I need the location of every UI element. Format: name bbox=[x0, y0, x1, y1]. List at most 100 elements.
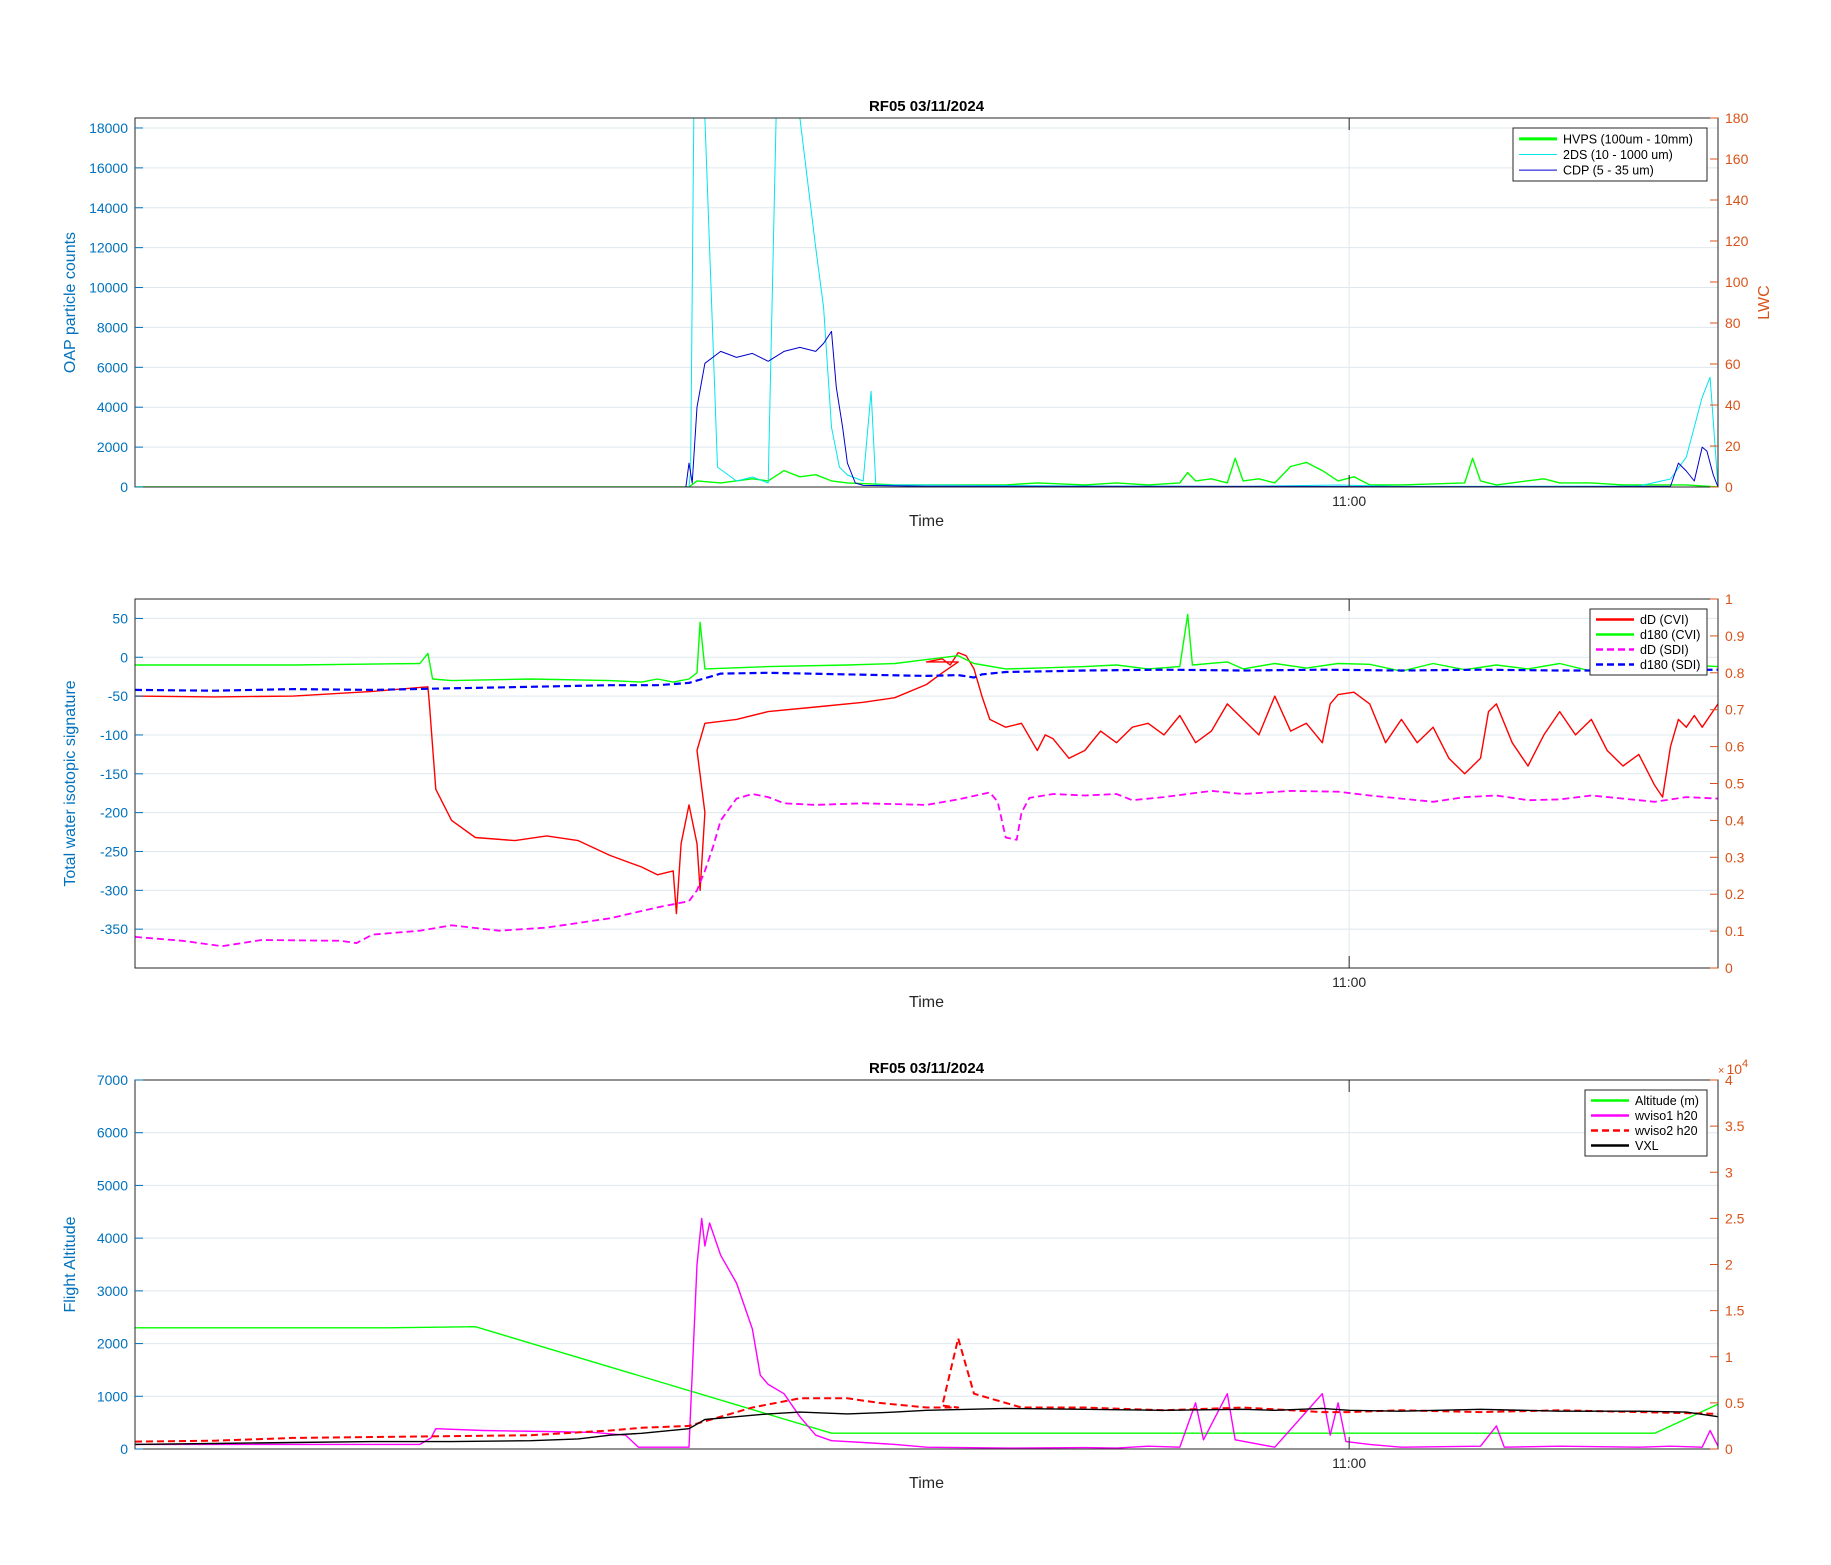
x-axis-label: Time bbox=[909, 1475, 944, 1492]
y-tick-label-right: 0.5 bbox=[1725, 776, 1745, 792]
y-tick-label-left: -200 bbox=[100, 805, 128, 821]
y-tick-label-right: 0.6 bbox=[1725, 739, 1745, 755]
y-tick-label-right: 40 bbox=[1725, 397, 1741, 413]
y-tick-label-left: -150 bbox=[100, 766, 128, 782]
y-tick-label-left: 6000 bbox=[97, 359, 128, 375]
y-tick-label-left: 7000 bbox=[97, 1072, 128, 1088]
legend-entry-label: Altitude (m) bbox=[1635, 1094, 1699, 1108]
legend-entry-label: VXL bbox=[1635, 1139, 1659, 1153]
y-tick-label-left: 2000 bbox=[97, 439, 128, 455]
y-axis-label-left: Flight Altitude bbox=[62, 1216, 79, 1312]
y-tick-label-left: 1000 bbox=[97, 1388, 128, 1404]
exponent-power: 4 bbox=[1742, 1058, 1748, 1070]
y-tick-label-left: -250 bbox=[100, 843, 128, 859]
series-group bbox=[135, 613, 1718, 948]
y-tick-label-right: 160 bbox=[1725, 151, 1749, 167]
series-line-hvps-100um-10mm bbox=[135, 457, 1718, 487]
y-tick-label-right: 0.5 bbox=[1725, 1395, 1745, 1411]
legend-entry-label: HVPS (100um - 10mm) bbox=[1563, 132, 1693, 146]
series-group bbox=[135, 118, 1718, 487]
y-axis-label-left: OAP particle counts bbox=[62, 232, 79, 373]
y-axis-label-right: LWC bbox=[1756, 285, 1773, 319]
y-tick-label-right: 100 bbox=[1725, 274, 1749, 290]
legend-entry-label: CDP (5 - 35 um) bbox=[1563, 164, 1654, 178]
legend: dD (CVI)d180 (CVI)dD (SDI)d180 (SDI) bbox=[1589, 608, 1708, 676]
y-tick-label-left: 3000 bbox=[97, 1283, 128, 1299]
y-tick-label-left: 0 bbox=[120, 479, 128, 495]
y-tick-label-right: 2.5 bbox=[1725, 1210, 1745, 1226]
y-tick-label-left: 5000 bbox=[97, 1177, 128, 1193]
x-tick-label: 11:00 bbox=[1332, 1455, 1366, 1471]
series-group bbox=[135, 1217, 1718, 1449]
chart-title: RF05 03/11/2024 bbox=[869, 98, 985, 115]
y-tick-label-left: 16000 bbox=[89, 160, 128, 176]
y-tick-label-right: 180 bbox=[1725, 110, 1749, 126]
series-line-wviso1-h20 bbox=[135, 1217, 1718, 1449]
y-tick-label-left: -300 bbox=[100, 882, 128, 898]
y-tick-label-left: 12000 bbox=[89, 240, 128, 256]
y-axis-label-left: Total water isotopic signature bbox=[62, 680, 79, 886]
legend-entry-label: wviso1 h20 bbox=[1634, 1109, 1698, 1123]
y-tick-label-left: 4000 bbox=[97, 1230, 128, 1246]
y-tick-label-left: 0 bbox=[120, 649, 128, 665]
exponent-times: × bbox=[1718, 1065, 1724, 1077]
y-tick-label-left: 18000 bbox=[89, 120, 128, 136]
y-tick-label-right: 0.4 bbox=[1725, 812, 1745, 828]
y-tick-label-left: 14000 bbox=[89, 200, 128, 216]
y-tick-label-right: 0.1 bbox=[1725, 923, 1745, 939]
chart-title: RF05 03/11/2024 bbox=[869, 1060, 985, 1077]
y-tick-label-right: 120 bbox=[1725, 233, 1749, 249]
x-axis-label: Time bbox=[909, 513, 944, 530]
y-tick-label-left: 0 bbox=[120, 1441, 128, 1457]
y-tick-label-right: 0.2 bbox=[1725, 886, 1745, 902]
y-tick-label-right: 0.3 bbox=[1725, 849, 1745, 865]
y-tick-label-left: 4000 bbox=[97, 399, 128, 415]
y-tick-label-right: 60 bbox=[1725, 356, 1741, 372]
chart-panel-1: 0 2000 4000 6000 8000 10000 12000 14000 16000 180… bbox=[62, 98, 1773, 530]
series-line-wviso2-h20 bbox=[135, 1337, 1718, 1443]
y-tick-label-right: 0 bbox=[1725, 1441, 1733, 1457]
y-tick-label-left: -50 bbox=[108, 688, 128, 704]
y-tick-label-right: 0 bbox=[1725, 479, 1733, 495]
y-axis-exponent-right: × 104 bbox=[1718, 1058, 1748, 1077]
series-line-d180-cvi bbox=[135, 613, 1718, 683]
y-tick-label-left: 6000 bbox=[97, 1125, 128, 1141]
y-tick-label-left: 8000 bbox=[97, 319, 128, 335]
y-tick-label-right: 0.9 bbox=[1725, 628, 1745, 644]
axes-box bbox=[134, 117, 1719, 488]
y-tick-label-left: 50 bbox=[112, 610, 128, 626]
y-tick-label-right: 1 bbox=[1725, 591, 1733, 607]
series-line-dd-cvi bbox=[135, 651, 1718, 915]
series-line-altitude-m bbox=[135, 1326, 1718, 1434]
series-line-vxl bbox=[135, 1407, 1718, 1446]
y-tick-label-right: 4 bbox=[1725, 1072, 1733, 1088]
y-tick-label-right: 1 bbox=[1725, 1349, 1733, 1365]
legend-entry-label: wviso2 h20 bbox=[1634, 1124, 1698, 1138]
y-tick-label-right: 3 bbox=[1725, 1164, 1733, 1180]
legend-entry-label: d180 (SDI) bbox=[1640, 658, 1700, 672]
legend-entry-label: 2DS (10 - 1000 um) bbox=[1563, 148, 1673, 162]
chart-panel-3: 0 1000 2000 3000 4000 5000 6000 7000 0 0.5 1 1.5 2 2.… bbox=[62, 1058, 1748, 1492]
y-tick-label-right: 0.8 bbox=[1725, 665, 1745, 681]
y-tick-label-right: 0.7 bbox=[1725, 702, 1745, 718]
series-line-d180-sdi bbox=[135, 668, 1718, 692]
y-tick-label-right: 0 bbox=[1725, 960, 1733, 976]
series-line-dd-sdi bbox=[135, 790, 1718, 948]
y-tick-label-right: 3.5 bbox=[1725, 1118, 1745, 1134]
legend-entry-label: dD (CVI) bbox=[1640, 613, 1689, 627]
exponent-base: 10 bbox=[1726, 1061, 1742, 1077]
legend-entry-label: dD (SDI) bbox=[1640, 643, 1689, 657]
chart-panel-2: -350 -300 -250 -200 -150 -100 -50 0 50 0 0.1 0.2 0.3… bbox=[62, 591, 1745, 1011]
x-tick-label: 11:00 bbox=[1332, 974, 1366, 990]
y-tick-label-right: 1.5 bbox=[1725, 1303, 1745, 1319]
x-axis-label: Time bbox=[909, 994, 944, 1011]
legend: HVPS (100um - 10mm) 2DS (10 - 1000 um) CDP… bbox=[1512, 127, 1708, 182]
y-tick-label-right: 140 bbox=[1725, 192, 1749, 208]
y-tick-label-left: -100 bbox=[100, 727, 128, 743]
y-tick-label-right: 2 bbox=[1725, 1257, 1733, 1273]
y-tick-label-left: 2000 bbox=[97, 1336, 128, 1352]
y-tick-label-left: -350 bbox=[100, 921, 128, 937]
